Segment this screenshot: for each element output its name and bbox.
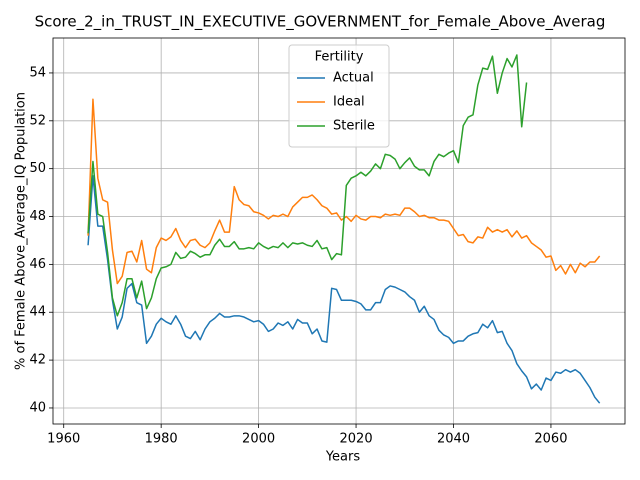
data-line <box>87 175 601 404</box>
legend-label: Sterile <box>333 119 375 134</box>
x-tick-label: 2020 <box>340 432 373 447</box>
y-tick-label: 40 <box>29 400 46 415</box>
x-tick-label: 2040 <box>437 432 470 447</box>
x-tick-label: 1960 <box>47 432 80 447</box>
x-tick-label: 1980 <box>145 432 178 447</box>
legend: Fertility Actual Ideal Sterile <box>288 44 390 148</box>
y-tick-label: 52 <box>29 113 46 128</box>
y-tick-label: 50 <box>29 161 46 176</box>
legend-title: Fertility <box>315 50 364 65</box>
plot-frame <box>52 37 626 425</box>
legend-label: Actual <box>333 71 374 86</box>
y-tick-label: 44 <box>29 305 46 320</box>
y-tick-label: 46 <box>29 257 46 272</box>
chart-title: Score_2_in_TRUST_IN_EXECUTIVE_GOVERNMENT… <box>35 13 606 32</box>
y-tick-label: 42 <box>29 353 46 368</box>
legend-box <box>288 44 390 148</box>
x-axis-label: Years <box>325 450 361 465</box>
x-tick-label: 2000 <box>242 432 275 447</box>
y-axis-label: % of Female Above_Average_IQ Population <box>14 92 29 370</box>
y-tick-label: 54 <box>29 65 46 80</box>
y-tick-label: 48 <box>29 209 46 224</box>
x-tick-label: 2060 <box>534 432 567 447</box>
data-line <box>87 54 528 317</box>
legend-label: Ideal <box>333 95 365 110</box>
